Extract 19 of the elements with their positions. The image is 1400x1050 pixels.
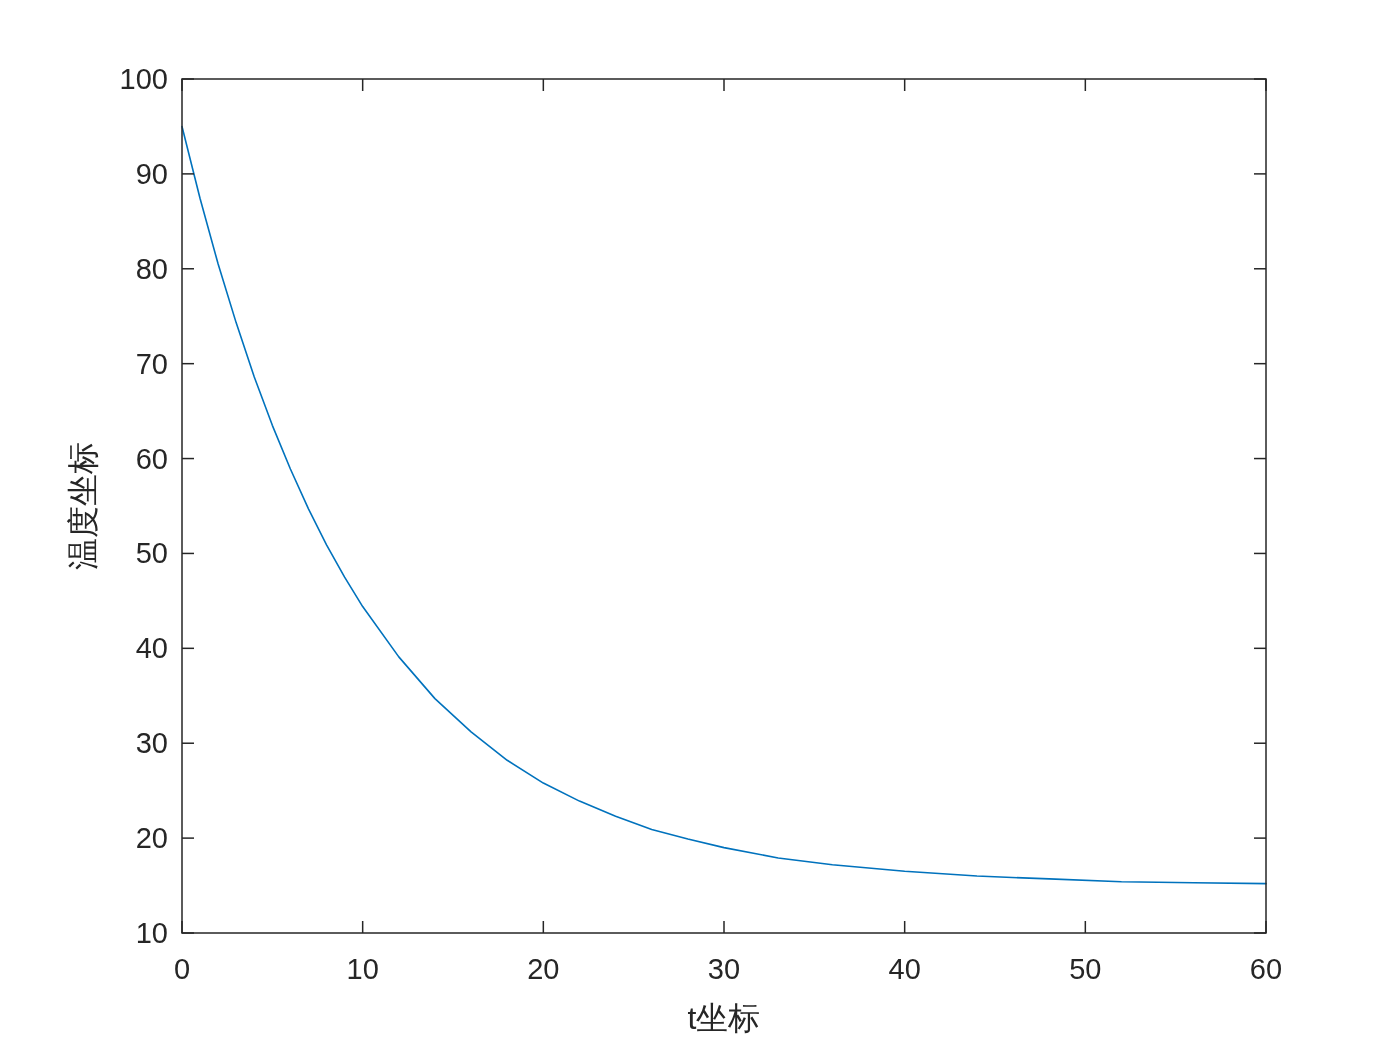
y-axis-title: 温度坐标 [64,442,102,570]
x-tick-label: 50 [1069,953,1102,985]
x-tick-label: 10 [346,953,379,985]
y-tick-label: 30 [135,727,168,760]
y-tick-label: 80 [135,252,168,285]
y-tick-label: 50 [135,537,168,570]
y-tick-label: 90 [135,157,168,190]
y-tick-label: 70 [135,347,168,380]
x-tick-label: 40 [888,953,921,985]
x-tick-label: 60 [1249,953,1283,985]
x-tick-label: 20 [527,953,560,985]
y-tick-label: 60 [135,442,168,475]
y-tick-label: 40 [135,632,168,665]
y-tick-label: 10 [135,917,168,949]
x-tick-label: 30 [707,953,741,985]
y-tick-label: 20 [135,822,168,855]
y-tick-label: 100 [119,63,168,95]
x-tick-label: 0 [173,953,191,985]
x-axis-title: t坐标 [687,1000,761,1036]
